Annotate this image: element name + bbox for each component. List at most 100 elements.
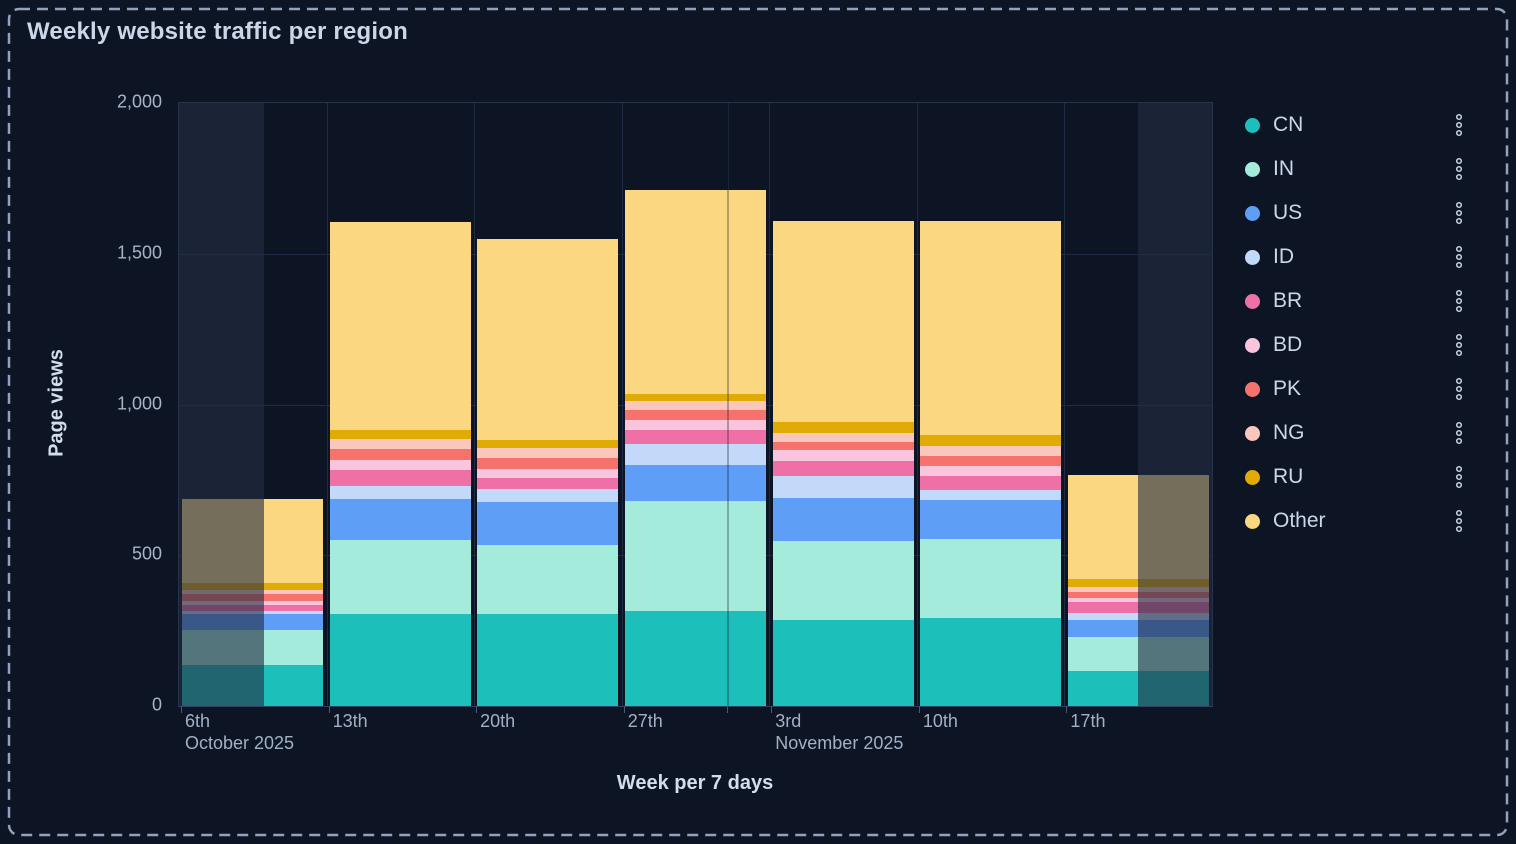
bar-segment-27th-PK[interactable] <box>624 410 767 420</box>
bar-segment-10th-RU[interactable] <box>920 435 1062 447</box>
y-axis-title: Page views <box>45 349 68 457</box>
gridline-x-slot-4 <box>769 103 771 706</box>
legend-menu-button-NG[interactable] <box>1451 418 1467 448</box>
bar-segment-20th-RU[interactable] <box>477 440 619 448</box>
kebab-menu-icon <box>1455 333 1463 357</box>
bar-segment-27th-US[interactable] <box>624 465 767 501</box>
y-tick-label-1500: 1,500 <box>116 242 162 263</box>
legend-menu-button-RU[interactable] <box>1451 462 1467 492</box>
legend-item-BR[interactable]: BR <box>1245 279 1477 323</box>
bar-segment-10th-ID[interactable] <box>920 490 1062 500</box>
bar-segment-20th-CN[interactable] <box>477 613 619 706</box>
bar-segment-20th-PK[interactable] <box>477 458 619 469</box>
bar-segment-13th-US[interactable] <box>329 499 471 541</box>
x-tick-3rd <box>771 706 773 713</box>
bar-segment-13th-IN[interactable] <box>329 540 471 615</box>
x-tick-label-13th: 13th <box>332 711 368 731</box>
bar-segment-3rd-US[interactable] <box>772 497 914 542</box>
legend-menu-button-IN[interactable] <box>1451 154 1467 184</box>
legend-menu-button-US[interactable] <box>1451 198 1467 228</box>
bar-segment-20th-BD[interactable] <box>477 468 619 479</box>
legend-menu-button-BR[interactable] <box>1451 286 1467 316</box>
bar-segment-27th-ID[interactable] <box>624 444 767 466</box>
bar-segment-20th-US[interactable] <box>477 501 619 546</box>
legend-menu-button-CN[interactable] <box>1451 110 1467 140</box>
bar-segment-3rd-CN[interactable] <box>772 620 914 706</box>
bar-segment-10th-BR[interactable] <box>920 475 1062 491</box>
bar-segment-27th-IN[interactable] <box>624 500 767 612</box>
legend-item-PK[interactable]: PK <box>1245 367 1477 411</box>
bar-segment-10th-BD[interactable] <box>920 466 1062 476</box>
y-tick-label-500: 500 <box>131 543 162 564</box>
bar-segment-27th-CN[interactable] <box>624 611 767 706</box>
kebab-menu-icon <box>1455 157 1463 181</box>
x-tick-label-17th: 17th <box>1070 711 1106 731</box>
bar-segment-27th-Other[interactable] <box>624 190 767 394</box>
bar-segment-13th-BD[interactable] <box>329 459 471 470</box>
legend-item-RU[interactable]: RU <box>1245 455 1477 499</box>
legend-item-ID[interactable]: ID <box>1245 235 1477 279</box>
bar-segment-27th-BR[interactable] <box>624 429 767 445</box>
kebab-menu-icon <box>1455 289 1463 313</box>
chart-title: Weekly website traffic per region <box>27 18 408 45</box>
legend-color-dot-Other <box>1245 513 1260 529</box>
bar-segment-13th-NG[interactable] <box>329 438 471 449</box>
bar-segment-10th-PK[interactable] <box>920 456 1062 467</box>
month-boundary-line <box>726 103 729 706</box>
bar-segment-27th-NG[interactable] <box>624 400 767 411</box>
bar-segment-20th-ID[interactable] <box>477 488 619 502</box>
legend-label-ID: ID <box>1273 245 1294 268</box>
bar-segment-3rd-RU[interactable] <box>772 421 914 433</box>
legend-item-Other[interactable]: Other <box>1245 499 1477 543</box>
legend-item-IN[interactable]: IN <box>1245 147 1477 191</box>
bar-segment-3rd-NG[interactable] <box>772 432 914 442</box>
legend-color-dot-ID <box>1245 249 1260 265</box>
plot-area <box>178 102 1213 707</box>
bar-segment-3rd-Other[interactable] <box>772 220 914 422</box>
legend-menu-button-ID[interactable] <box>1451 242 1467 272</box>
kebab-menu-icon <box>1455 509 1463 533</box>
x-tick-label-10th: 10th <box>922 711 958 731</box>
x-tick-label-6th: 6th <box>185 711 211 731</box>
legend-item-US[interactable]: US <box>1245 191 1477 235</box>
bar-segment-3rd-IN[interactable] <box>772 541 914 621</box>
kebab-menu-icon <box>1455 201 1463 225</box>
legend-item-CN[interactable]: CN <box>1245 103 1477 147</box>
bar-segment-13th-PK[interactable] <box>329 448 471 460</box>
legend-label-CN: CN <box>1273 113 1304 136</box>
legend-menu-button-Other[interactable] <box>1451 506 1467 536</box>
bar-segment-10th-IN[interactable] <box>920 538 1062 618</box>
bar-segment-10th-Other[interactable] <box>920 220 1062 436</box>
legend-menu-button-PK[interactable] <box>1451 374 1467 404</box>
bar-segment-13th-BR[interactable] <box>329 469 471 486</box>
bar-segment-10th-CN[interactable] <box>920 617 1062 706</box>
bar-segment-20th-NG[interactable] <box>477 447 619 459</box>
bar-segment-10th-US[interactable] <box>920 499 1062 539</box>
bar-segment-3rd-BD[interactable] <box>772 450 914 461</box>
legend-item-NG[interactable]: NG <box>1245 411 1477 455</box>
x-tick-20th <box>476 706 478 713</box>
legend-color-dot-IN <box>1245 161 1260 177</box>
legend-menu-button-BD[interactable] <box>1451 330 1467 360</box>
x-tick-label-20th: 20th <box>480 711 516 731</box>
bar-segment-10th-NG[interactable] <box>920 446 1062 457</box>
bar-segment-20th-Other[interactable] <box>477 238 619 441</box>
bar-segment-13th-ID[interactable] <box>329 485 471 500</box>
bar-segment-13th-Other[interactable] <box>329 222 471 430</box>
bar-segment-20th-IN[interactable] <box>477 545 619 614</box>
x-tick-sublabel-3rd: November 2025 <box>775 733 904 753</box>
bar-segment-3rd-ID[interactable] <box>772 475 914 498</box>
bar-segment-3rd-PK[interactable] <box>772 441 914 451</box>
x-tick-month-boundary <box>726 706 728 713</box>
bar-segment-13th-CN[interactable] <box>329 614 471 706</box>
bar-segment-13th-RU[interactable] <box>329 429 471 439</box>
bar-segment-27th-BD[interactable] <box>624 419 767 430</box>
y-tick-label-0: 0 <box>151 694 162 715</box>
bar-segment-27th-RU[interactable] <box>624 393 767 401</box>
legend-label-Other: Other <box>1273 509 1326 532</box>
bar-segment-20th-BR[interactable] <box>477 478 619 489</box>
legend-item-BD[interactable]: BD <box>1245 323 1477 367</box>
gridline-x-slot-3 <box>621 103 623 706</box>
bar-segment-3rd-BR[interactable] <box>772 460 914 476</box>
kebab-menu-icon <box>1455 245 1463 269</box>
